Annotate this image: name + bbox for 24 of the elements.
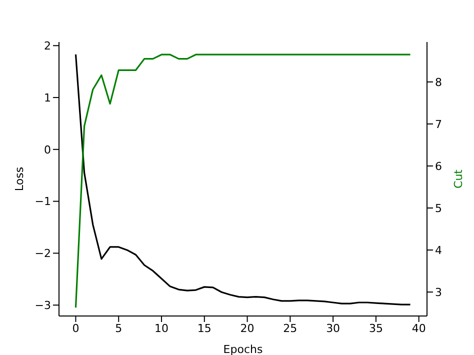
x-tick-label: 25 (283, 322, 298, 335)
y2-tick-label: 4 (435, 244, 442, 257)
x-tick-label: 20 (240, 322, 254, 335)
y-tick-label: 0 (44, 143, 51, 156)
x-axis-title: Epochs (223, 343, 263, 355)
x-tick-label: 40 (412, 322, 426, 335)
y2-tick-label: 6 (435, 160, 442, 173)
x-tick-label: 5 (115, 322, 122, 335)
x-tick-label: 30 (326, 322, 340, 335)
y-tick-label: −1 (34, 195, 51, 208)
x-tick-label: 35 (368, 322, 383, 335)
y-axis-title: Loss (12, 166, 26, 192)
x-tick-label: 10 (154, 322, 169, 335)
x-tick-label: 0 (72, 322, 80, 335)
y-tick-label: 1 (44, 91, 51, 104)
y-tick-label: −3 (34, 299, 51, 312)
y2-axis-title: Cut (452, 168, 465, 188)
y-tick-label: 2 (44, 40, 51, 53)
y2-tick-label: 3 (435, 286, 442, 299)
y2-tick-label: 8 (435, 76, 442, 89)
y2-tick-label: 5 (435, 202, 442, 215)
y-tick-label: −2 (34, 247, 51, 260)
x-tick-label: 15 (197, 322, 212, 335)
y2-tick-label: 7 (435, 118, 442, 131)
